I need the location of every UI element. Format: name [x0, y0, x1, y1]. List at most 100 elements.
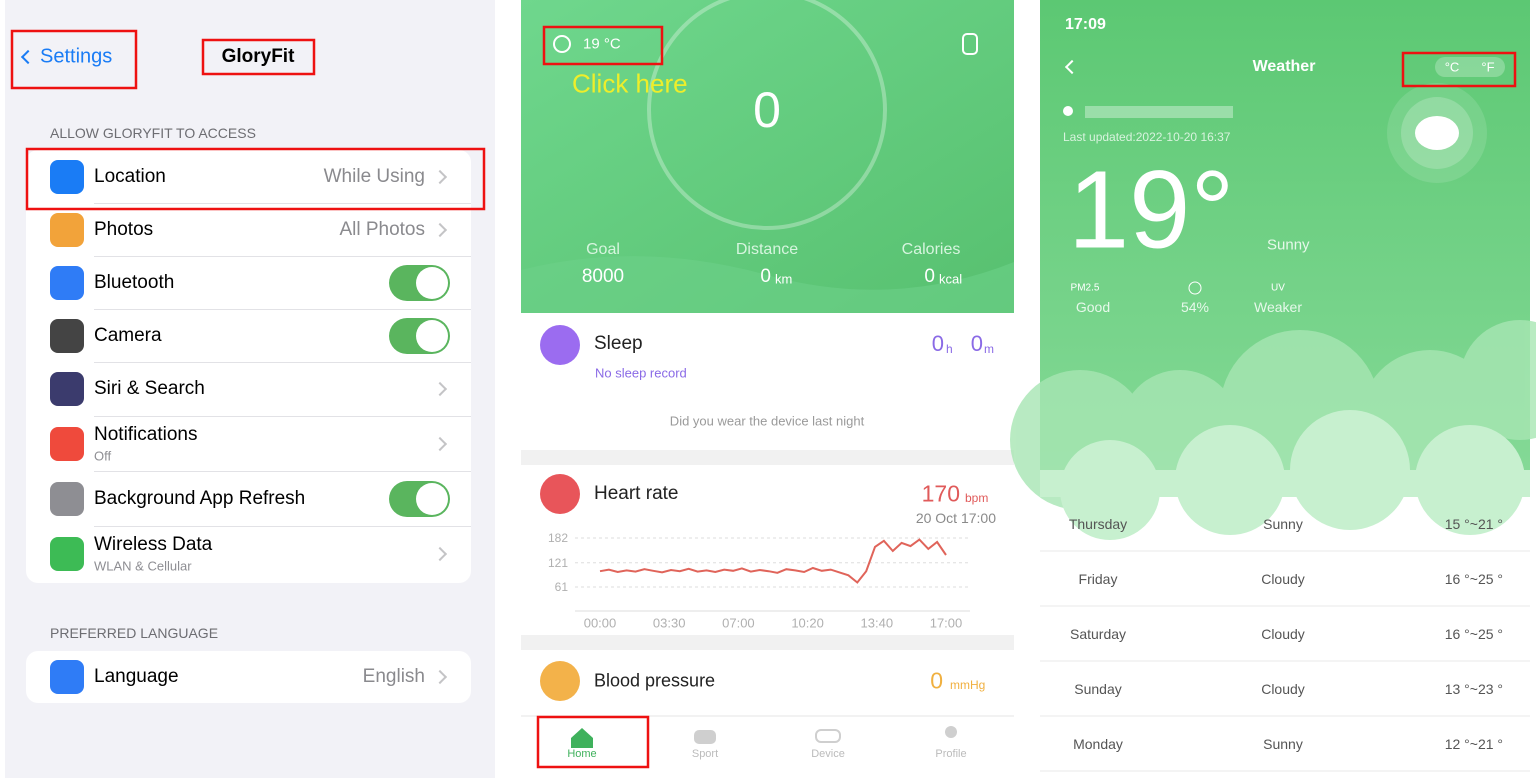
weather-chip[interactable]: 19 °C — [583, 35, 621, 53]
back-button[interactable]: Settings — [40, 45, 113, 68]
stat-label: Goal — [586, 241, 620, 258]
row-icon — [50, 537, 84, 571]
forecast-range: 16 °~25 ° — [1444, 571, 1503, 587]
forecast-condition: Cloudy — [1261, 571, 1305, 587]
heart-line — [599, 538, 947, 584]
status-time: 17:09 — [1065, 16, 1106, 33]
row-label[interactable]: Background App Refresh — [94, 488, 306, 509]
row-label[interactable]: Photos — [94, 219, 154, 240]
temperature: 19° — [1068, 148, 1235, 272]
row-label[interactable]: Notifications — [94, 424, 198, 445]
forecast-day: Thursday — [1068, 516, 1128, 532]
unit-option[interactable]: °F — [1481, 59, 1495, 75]
highlight-boxes — [10, 25, 1517, 769]
stat-value: 54% — [1180, 299, 1210, 315]
heart-icon — [540, 474, 580, 514]
separator — [521, 635, 1014, 650]
row-sublabel: WLAN & Cellular — [94, 558, 192, 574]
profile-tab-icon — [945, 726, 957, 738]
row-label[interactable]: Siri & Search — [94, 378, 205, 399]
sleep-hint: Did you wear the device last night — [669, 413, 865, 429]
clouds-front — [1040, 410, 1530, 540]
stat-value: 0 — [760, 266, 771, 287]
section-header: ALLOW GLORYFIT TO ACCESS — [50, 125, 256, 141]
watch-icon — [962, 33, 978, 55]
sleep-hours: 0 — [931, 331, 944, 356]
forecast-condition: Sunny — [1263, 516, 1303, 532]
unit: h — [946, 342, 953, 356]
sleep-icon — [540, 325, 580, 365]
sun — [1415, 116, 1459, 150]
y-tick-label: 121 — [547, 555, 568, 570]
section-header: PREFERRED LANGUAGE — [50, 625, 219, 641]
steps-value: 0 — [753, 82, 781, 138]
row-icon — [50, 160, 84, 194]
stat-label: UV — [1271, 282, 1285, 294]
row-label[interactable]: Language — [94, 666, 179, 687]
x-tick-label: 17:00 — [929, 615, 963, 631]
location-blur — [1085, 106, 1233, 118]
x-tick-label: 13:40 — [860, 615, 894, 631]
sleep-minutes: 0 — [970, 331, 983, 356]
row-label[interactable]: Bluetooth — [94, 272, 175, 293]
pin-icon — [1063, 106, 1073, 116]
x-tick-label: 00:00 — [583, 615, 617, 631]
row-value: While Using — [323, 166, 425, 187]
language-card — [26, 651, 471, 703]
stat-label: Calories — [901, 241, 961, 258]
separator — [521, 450, 1014, 465]
settings-card — [26, 150, 471, 583]
unit-toggle[interactable] — [1435, 57, 1505, 77]
forecast-day: Saturday — [1069, 626, 1127, 642]
row-label[interactable]: Location — [94, 166, 166, 187]
heart-value: 170 — [921, 480, 960, 507]
card-title: Blood pressure — [594, 670, 716, 691]
stat-value: Good — [1075, 299, 1111, 315]
device-tab-icon — [815, 729, 841, 743]
x-tick-label: 03:30 — [652, 615, 686, 631]
forecast-day: Monday — [1073, 736, 1123, 752]
sleep-status: No sleep record — [595, 365, 687, 381]
tab[interactable]: Home — [567, 748, 597, 760]
page-title: Weather — [1252, 58, 1316, 75]
forecast-condition: Cloudy — [1261, 681, 1305, 697]
row-sublabel: Off — [94, 448, 112, 464]
page-title: GloryFit — [221, 46, 295, 67]
row-icon — [50, 319, 84, 353]
annotation: Click here — [572, 68, 688, 99]
tab[interactable]: Sport — [691, 748, 719, 760]
row-icon — [50, 266, 84, 300]
row-icon — [50, 213, 84, 247]
forecast-condition: Sunny — [1263, 736, 1303, 752]
stat-value: 0 — [924, 266, 935, 287]
forecast-condition: Cloudy — [1261, 626, 1305, 642]
drop-icon — [1188, 281, 1202, 295]
x-tick-label: 10:20 — [791, 615, 824, 631]
row-icon — [50, 372, 84, 406]
bp-value: 0 — [930, 667, 943, 694]
row-icon — [50, 427, 84, 461]
forecast-range: 15 °~21 ° — [1444, 516, 1503, 532]
y-tick-label: 182 — [547, 531, 568, 545]
tab[interactable]: Profile — [935, 748, 967, 760]
row-label[interactable]: Wireless Data — [94, 534, 213, 555]
unit: mmHg — [950, 678, 986, 692]
unit: m — [984, 342, 994, 356]
wave — [521, 256, 1014, 313]
condition: Sunny — [1267, 236, 1310, 254]
steps-ring — [647, 0, 887, 230]
tab[interactable]: Device — [811, 748, 845, 760]
row-label[interactable]: Camera — [94, 325, 162, 346]
x-tick-label: 07:00 — [722, 615, 755, 631]
stat-label: Distance — [735, 241, 799, 258]
unit-option[interactable]: °C — [1444, 59, 1460, 75]
stat-value: Weaker — [1254, 299, 1302, 315]
toggle-knob — [416, 267, 448, 299]
card-title: Sleep — [594, 333, 643, 354]
forecast-range: 16 °~25 ° — [1444, 626, 1503, 642]
sun-icon — [553, 35, 571, 53]
y-tick-label: 61 — [554, 580, 568, 594]
stat-label: PM2.5 — [1070, 282, 1100, 294]
